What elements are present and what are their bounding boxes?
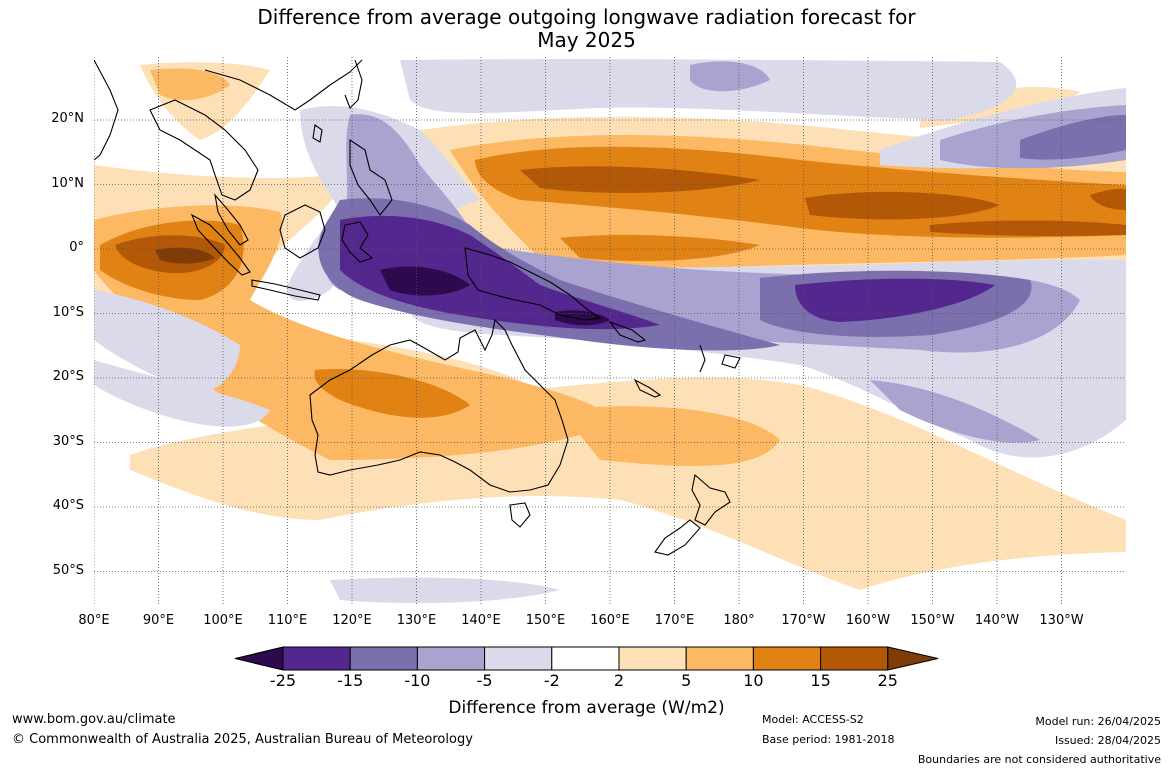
colorbar xyxy=(234,646,939,671)
latitude-label: 50°S xyxy=(52,562,84,578)
colorbar-segment xyxy=(618,646,687,671)
anomaly-region xyxy=(155,247,215,264)
sumatra-coastline xyxy=(190,213,251,276)
colorbar-tick-label: -5 xyxy=(476,671,493,690)
longitude-label: 180° xyxy=(723,613,755,628)
anomaly-field xyxy=(94,57,1126,605)
malay-peninsula-coastline xyxy=(214,193,249,246)
anomaly-region xyxy=(560,234,760,262)
anomaly-region xyxy=(314,369,470,418)
colorbar-segment xyxy=(685,646,754,671)
colorbar-tick-label: -2 xyxy=(543,671,560,690)
sulawesi-coastline xyxy=(341,221,374,263)
copyright-text: © Commonwealth of Australia 2025, Austra… xyxy=(12,732,473,747)
map-title-line1: Difference from average outgoing longwav… xyxy=(257,5,916,29)
tasmania-coastline xyxy=(509,502,531,528)
anomaly-region xyxy=(795,278,995,322)
colorbar-arrow-low xyxy=(234,646,284,671)
india-coastline xyxy=(94,59,119,161)
longitude-label: 170°W xyxy=(781,613,826,628)
anomaly-region xyxy=(330,577,560,603)
anomaly-region xyxy=(520,166,760,193)
longitude-label: 130°E xyxy=(396,613,437,628)
latitude-label: 20°N xyxy=(51,111,84,126)
colorbar-segment xyxy=(282,646,351,671)
fiji-coastline xyxy=(721,354,741,369)
colorbar-tick-label: 10 xyxy=(743,671,764,690)
disclaimer-text: Boundaries are not considered authoritat… xyxy=(917,753,1161,766)
indochina-coastline xyxy=(149,99,259,201)
anomaly-region xyxy=(1090,188,1126,210)
anomaly-region xyxy=(560,406,780,466)
colorbar-tick-label: 15 xyxy=(810,671,831,690)
longitude-label: 120°E xyxy=(332,613,372,628)
longitude-label: 140°E xyxy=(461,613,501,628)
longitude-label: 140°W xyxy=(974,613,1020,628)
australia-coastline xyxy=(309,318,569,493)
anomaly-region xyxy=(150,68,230,101)
colorbar-segment xyxy=(484,646,553,671)
anomaly-region xyxy=(380,266,470,296)
latitude-label: 0° xyxy=(69,240,84,255)
anomaly-region xyxy=(805,191,1000,220)
longitude-label: 160°W xyxy=(845,613,891,628)
anomaly-region xyxy=(870,380,1040,443)
anomaly-region xyxy=(930,220,1126,236)
colorbar-tick-label: -25 xyxy=(269,671,297,690)
new-caledonia-coastline xyxy=(633,378,662,398)
new-zealand-north-coastline xyxy=(691,473,731,526)
japan-coastline xyxy=(344,59,363,109)
anomaly-region xyxy=(555,310,610,326)
new-zealand-south-coastline xyxy=(654,519,701,556)
longitude-label: 90°E xyxy=(142,613,175,628)
colorbar-segment xyxy=(416,646,486,671)
base-period-text: Base period: 1981-2018 xyxy=(762,733,895,746)
model-text: Model: ACCESS-S2 xyxy=(762,713,864,726)
colorbar-tick-label: 25 xyxy=(877,671,898,690)
philippines-coastline xyxy=(349,138,393,216)
anomaly-region xyxy=(1020,115,1126,160)
new-guinea-coastline xyxy=(464,247,602,321)
longitude-label: 100°E xyxy=(203,613,243,628)
colorbar-segment xyxy=(349,646,418,671)
issued-text: Issued: 28/04/2025 xyxy=(1054,734,1161,747)
vanuatu-coastline xyxy=(699,344,706,373)
taiwan-coastline xyxy=(312,124,323,143)
model-run-text: Model run: 26/04/2025 xyxy=(1035,715,1161,728)
map-title-line2: May 2025 xyxy=(537,28,636,52)
longitude-label: 170°E xyxy=(654,613,695,628)
anomaly-region xyxy=(94,290,240,395)
anomaly-region xyxy=(340,215,660,330)
latitude-label: 30°S xyxy=(52,433,84,449)
coastlines xyxy=(94,59,741,556)
solomon-islands-coastline xyxy=(608,320,647,343)
colorbar-tick-label: 5 xyxy=(681,671,692,690)
longitude-label: 130°W xyxy=(1039,613,1084,628)
colorbar-tick-label: 2 xyxy=(613,671,625,690)
website-link[interactable]: www.bom.gov.au/climate xyxy=(12,712,176,727)
colorbar-segment xyxy=(820,646,889,671)
latitude-label: 10°S xyxy=(52,304,84,320)
colorbar-segment xyxy=(752,646,822,671)
latitude-label: 40°S xyxy=(52,498,84,513)
longitude-label: 160°E xyxy=(590,613,630,628)
colorbar-segment xyxy=(551,646,620,671)
colorbar-arrow-high xyxy=(887,646,939,671)
anomaly-region xyxy=(690,61,770,92)
graticule xyxy=(94,57,1126,605)
java-coastline xyxy=(251,279,321,301)
colorbar-tick-label: -10 xyxy=(404,671,431,690)
longitude-label: 150°W xyxy=(910,613,955,628)
latitude-label: 20°S xyxy=(52,369,84,384)
colorbar-tick-label: -15 xyxy=(337,671,364,690)
longitude-label: 110°E xyxy=(267,613,308,628)
longitude-label: 150°E xyxy=(525,613,566,628)
china-coastline xyxy=(204,59,363,111)
longitude-label: 80°E xyxy=(78,613,110,628)
latitude-label: 10°N xyxy=(51,175,84,191)
borneo-coastline xyxy=(279,204,326,259)
colorbar-label: Difference from average (W/m2) xyxy=(448,698,725,718)
anomaly-region xyxy=(94,360,270,427)
